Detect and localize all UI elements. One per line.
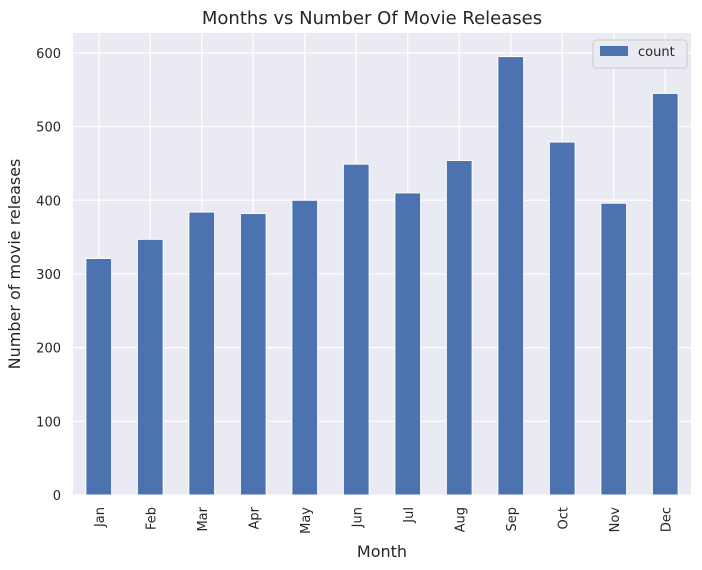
bars: [85, 56, 679, 496]
x-tick-label: Jan: [93, 507, 108, 528]
bar-jul: [394, 192, 422, 496]
y-tick-label: 600: [36, 47, 61, 62]
x-axis-ticks: Jan Feb Mar Apr May Jun Jul Aug Sep Oct Nov Dec: [93, 506, 675, 534]
bar-nov: [600, 202, 628, 496]
bar-aug: [445, 159, 473, 496]
bar-apr: [239, 213, 267, 496]
y-tick-label: 100: [36, 415, 61, 430]
chart-title: Months vs Number Of Movie Releases: [202, 8, 542, 29]
y-tick-label: 200: [36, 342, 61, 357]
x-tick-label: Apr: [247, 506, 262, 529]
bar-may: [291, 199, 319, 496]
legend-label: count: [638, 45, 675, 60]
bar-dec: [651, 92, 679, 496]
x-tick-label: Dec: [659, 507, 674, 532]
x-tick-label: Sep: [505, 507, 520, 532]
legend: count: [592, 39, 688, 69]
y-tick-label: 500: [36, 121, 61, 136]
x-tick-label: May: [299, 507, 314, 534]
x-tick-label: Oct: [556, 507, 571, 529]
x-tick-label: Feb: [144, 507, 159, 530]
bar-jan: [85, 257, 113, 496]
x-axis-label: Month: [357, 542, 407, 561]
bar-oct: [548, 141, 576, 496]
x-tick-label: Mar: [196, 506, 211, 531]
x-tick-label: Jul: [402, 507, 417, 524]
legend-swatch: [600, 46, 628, 56]
y-tick-label: 300: [36, 268, 61, 283]
y-tick-label: 400: [36, 194, 61, 209]
bar-jun: [342, 163, 370, 496]
x-tick-label: Jun: [350, 507, 365, 528]
x-tick-label: Nov: [608, 507, 623, 533]
bar-feb: [136, 238, 164, 496]
x-tick-label: Aug: [453, 507, 468, 532]
plot-area: [73, 33, 691, 495]
bar-sep: [497, 56, 525, 496]
y-axis-label: Number of movie releases: [5, 159, 24, 370]
bar-mar: [188, 211, 216, 496]
y-axis-ticks: 0 100 200 300 400 500 600: [36, 47, 61, 504]
y-tick-label: 0: [53, 489, 61, 504]
